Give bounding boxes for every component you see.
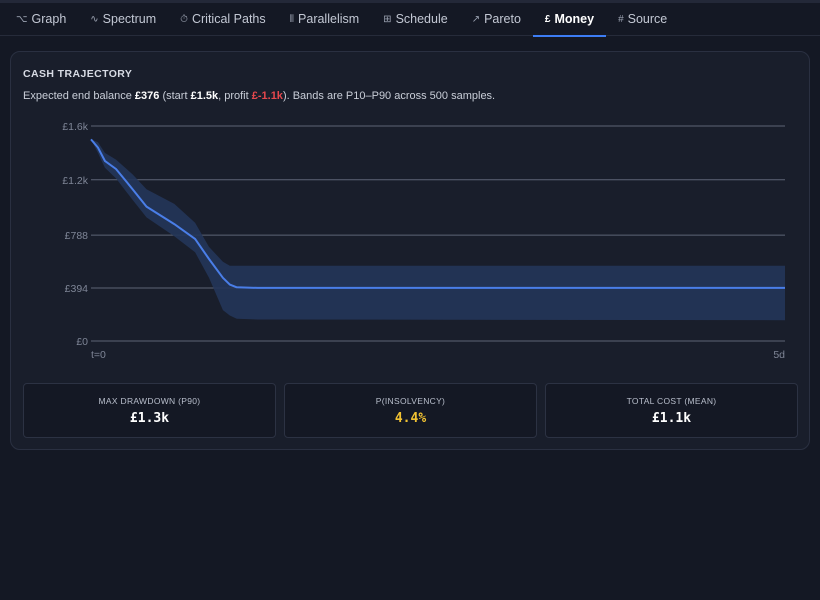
start-balance-value: £1.5k <box>190 90 219 102</box>
tab-source[interactable]: # Source <box>606 3 679 36</box>
stat-label: MAX DRAWDOWN (P90) <box>98 395 201 406</box>
card-title: CASH TRAJECTORY <box>23 68 133 80</box>
y-tick-label: £0 <box>76 336 88 348</box>
tab-pareto[interactable]: ↗ Pareto <box>460 3 533 36</box>
summary-suffix: ). Bands are P10–P90 across 500 samples. <box>282 90 496 102</box>
profit-value: £-1.1k <box>251 90 283 102</box>
arrow-up-right-icon: ↗ <box>471 13 481 25</box>
stat-max-drawdown: MAX DRAWDOWN (P90) £1.3k <box>23 383 276 438</box>
stat-value: £1.3k <box>129 410 170 426</box>
graph-icon: ⌥ <box>16 13 28 25</box>
tab-spectrum[interactable]: ∿ Spectrum <box>78 3 168 36</box>
stats-row: MAX DRAWDOWN (P90) £1.3k P(INSOLVENCY) 4… <box>23 383 798 438</box>
cash-trajectory-chart: £0 £394 £788 £1.2k £1.6k t=0 5d <box>62 121 785 361</box>
clock-icon: ⏱ <box>180 13 188 25</box>
tab-critical-paths[interactable]: ⏱ Critical Paths <box>168 3 277 36</box>
tab-label: Graph <box>31 12 67 26</box>
tab-money[interactable]: £ Money <box>532 3 607 37</box>
tab-label: Pareto <box>484 12 521 26</box>
stat-value: 4.4% <box>394 410 427 426</box>
stat-label: TOTAL COST (MEAN) <box>626 395 717 406</box>
tab-bar: ⌥ Graph ∿ Spectrum ⏱ Critical Paths ⦀ Paralleli… <box>0 3 820 37</box>
tab-schedule[interactable]: ⊞ Schedule <box>371 3 460 36</box>
bars-icon: ⦀ <box>289 13 295 25</box>
stat-label: P(INSOLVENCY) <box>375 395 446 406</box>
hash-icon: # <box>618 13 624 25</box>
end-balance-value: £376 <box>134 90 160 102</box>
y-tick-label: £394 <box>65 283 89 295</box>
x-tick-label-start: t=0 <box>91 349 106 361</box>
stat-total-cost: TOTAL COST (MEAN) £1.1k <box>545 383 798 438</box>
stat-value: £1.1k <box>651 410 692 426</box>
pound-icon: £ <box>544 13 551 25</box>
y-tick-label: £1.6k <box>62 121 88 133</box>
x-tick-label-end: 5d <box>773 349 785 361</box>
y-tick-label: £1.2k <box>62 175 88 187</box>
summary-text: Expected end balance £376 (start £1.5k, … <box>23 90 495 102</box>
summary-prefix: Expected end balance <box>23 90 135 102</box>
grid-icon: ⊞ <box>383 13 392 25</box>
cash-trajectory-card: CASH TRAJECTORY Expected end balance £37… <box>10 51 810 450</box>
tab-label: Parallelism <box>298 12 360 26</box>
mean-balance-line <box>90 138 785 289</box>
tab-label: Spectrum <box>102 12 157 26</box>
y-tick-label: £788 <box>65 230 89 242</box>
top-border <box>0 0 820 3</box>
tab-parallelism[interactable]: ⦀ Parallelism <box>278 3 372 36</box>
tab-label: Critical Paths <box>191 12 266 26</box>
spectrum-icon: ∿ <box>90 13 99 25</box>
summary-mid1: (start <box>159 90 191 102</box>
summary-mid2: , profit <box>218 90 252 102</box>
p10-p90-band <box>91 139 785 321</box>
tab-label: Schedule <box>395 12 448 26</box>
tab-label: Source <box>627 12 668 26</box>
tab-graph[interactable]: ⌥ Graph <box>4 3 78 36</box>
stat-insolvency: P(INSOLVENCY) 4.4% <box>284 383 537 438</box>
tab-label: Money <box>554 12 595 26</box>
